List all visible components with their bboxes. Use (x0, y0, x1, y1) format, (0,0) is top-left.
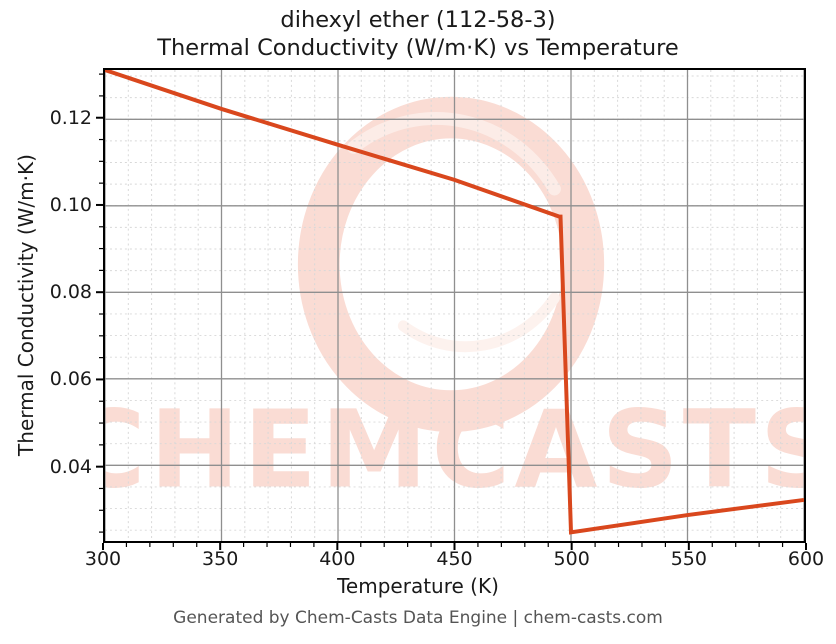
x-tick-label: 600 (787, 548, 825, 570)
x-axis-label: Temperature (K) (337, 574, 499, 598)
x-tick-label: 550 (670, 548, 707, 570)
y-axis-tick-labels: 0.04 0.06 0.08 0.10 0.12 (0, 0, 92, 644)
title-line-compound: dihexyl ether (112-58-3) (280, 7, 556, 33)
series-line-thermal-conductivity (105, 70, 804, 535)
x-tick-label: 500 (553, 548, 590, 570)
footer-credit: Generated by Chem-Casts Data Engine | ch… (173, 608, 663, 628)
x-tick-label: 400 (319, 548, 356, 570)
y-tick-label: 0.04 (49, 455, 92, 478)
x-tick-label: 350 (202, 548, 239, 570)
x-tick-label: 450 (436, 548, 473, 570)
major-gridlines (105, 70, 804, 541)
y-tick-label: 0.08 (49, 281, 92, 304)
y-tick-label: 0.12 (49, 106, 92, 129)
x-tick-label: 300 (84, 548, 122, 570)
title-line-property: Thermal Conductivity (W/m·K) vs Temperat… (157, 35, 679, 61)
grid-layer (105, 70, 804, 541)
page-title: dihexyl ether (112-58-3) Thermal Conduct… (0, 6, 836, 62)
data-series-layer (105, 70, 804, 535)
y-tick-label: 0.10 (49, 193, 92, 216)
plot-area: CHEMCASTS (103, 68, 806, 543)
y-axis-label: Thermal Conductivity (W/m·K) (14, 154, 38, 456)
y-tick-label: 0.06 (49, 368, 92, 391)
